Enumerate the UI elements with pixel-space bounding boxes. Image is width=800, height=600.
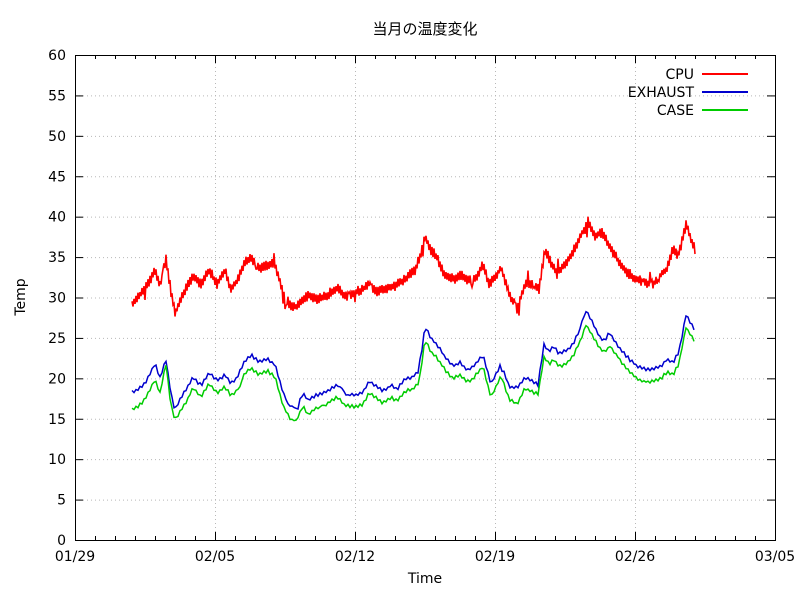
y-tick-label: 55 — [48, 88, 66, 104]
y-tick-label: 40 — [48, 210, 66, 226]
y-tick-label: 10 — [48, 452, 66, 468]
x-tick-labels: 01/29 02/05 02/12 02/19 02/26 03/05 — [55, 549, 795, 565]
chart-title: 当月の温度変化 — [372, 20, 478, 38]
x-tick-label: 02/19 — [475, 549, 515, 565]
x-tick-label: 01/29 — [55, 549, 95, 565]
legend: CPU EXHAUST CASE — [628, 67, 748, 119]
y-tick-label: 0 — [57, 533, 66, 549]
y-tick-label: 25 — [48, 331, 66, 347]
series-line-case — [131, 324, 695, 422]
series-line-exhaust — [131, 310, 695, 410]
y-tick-label: 45 — [48, 169, 66, 185]
y-tick-label: 50 — [48, 129, 66, 145]
y-tick-label: 60 — [48, 48, 66, 64]
y-axis-label: Temp — [13, 278, 29, 316]
axis-ticks — [75, 55, 776, 541]
legend-label-cpu: CPU — [666, 67, 694, 83]
y-tick-label: 20 — [48, 371, 66, 387]
plot-border — [75, 55, 776, 541]
x-tick-label: 02/26 — [615, 549, 655, 565]
x-tick-label: 03/05 — [755, 549, 795, 565]
legend-label-exhaust: EXHAUST — [628, 85, 695, 101]
y-tick-label: 35 — [48, 250, 66, 266]
x-tick-label: 02/05 — [195, 549, 235, 565]
x-tick-label: 02/12 — [335, 549, 375, 565]
legend-label-case: CASE — [657, 103, 694, 119]
series-line-cpu — [131, 216, 696, 317]
y-tick-labels: 0 5 10 15 20 25 30 35 40 45 50 55 60 — [48, 48, 66, 549]
y-tick-label: 30 — [48, 291, 66, 307]
y-tick-label: 15 — [48, 412, 66, 428]
x-axis-label: Time — [407, 571, 443, 587]
y-tick-label: 5 — [57, 493, 66, 509]
